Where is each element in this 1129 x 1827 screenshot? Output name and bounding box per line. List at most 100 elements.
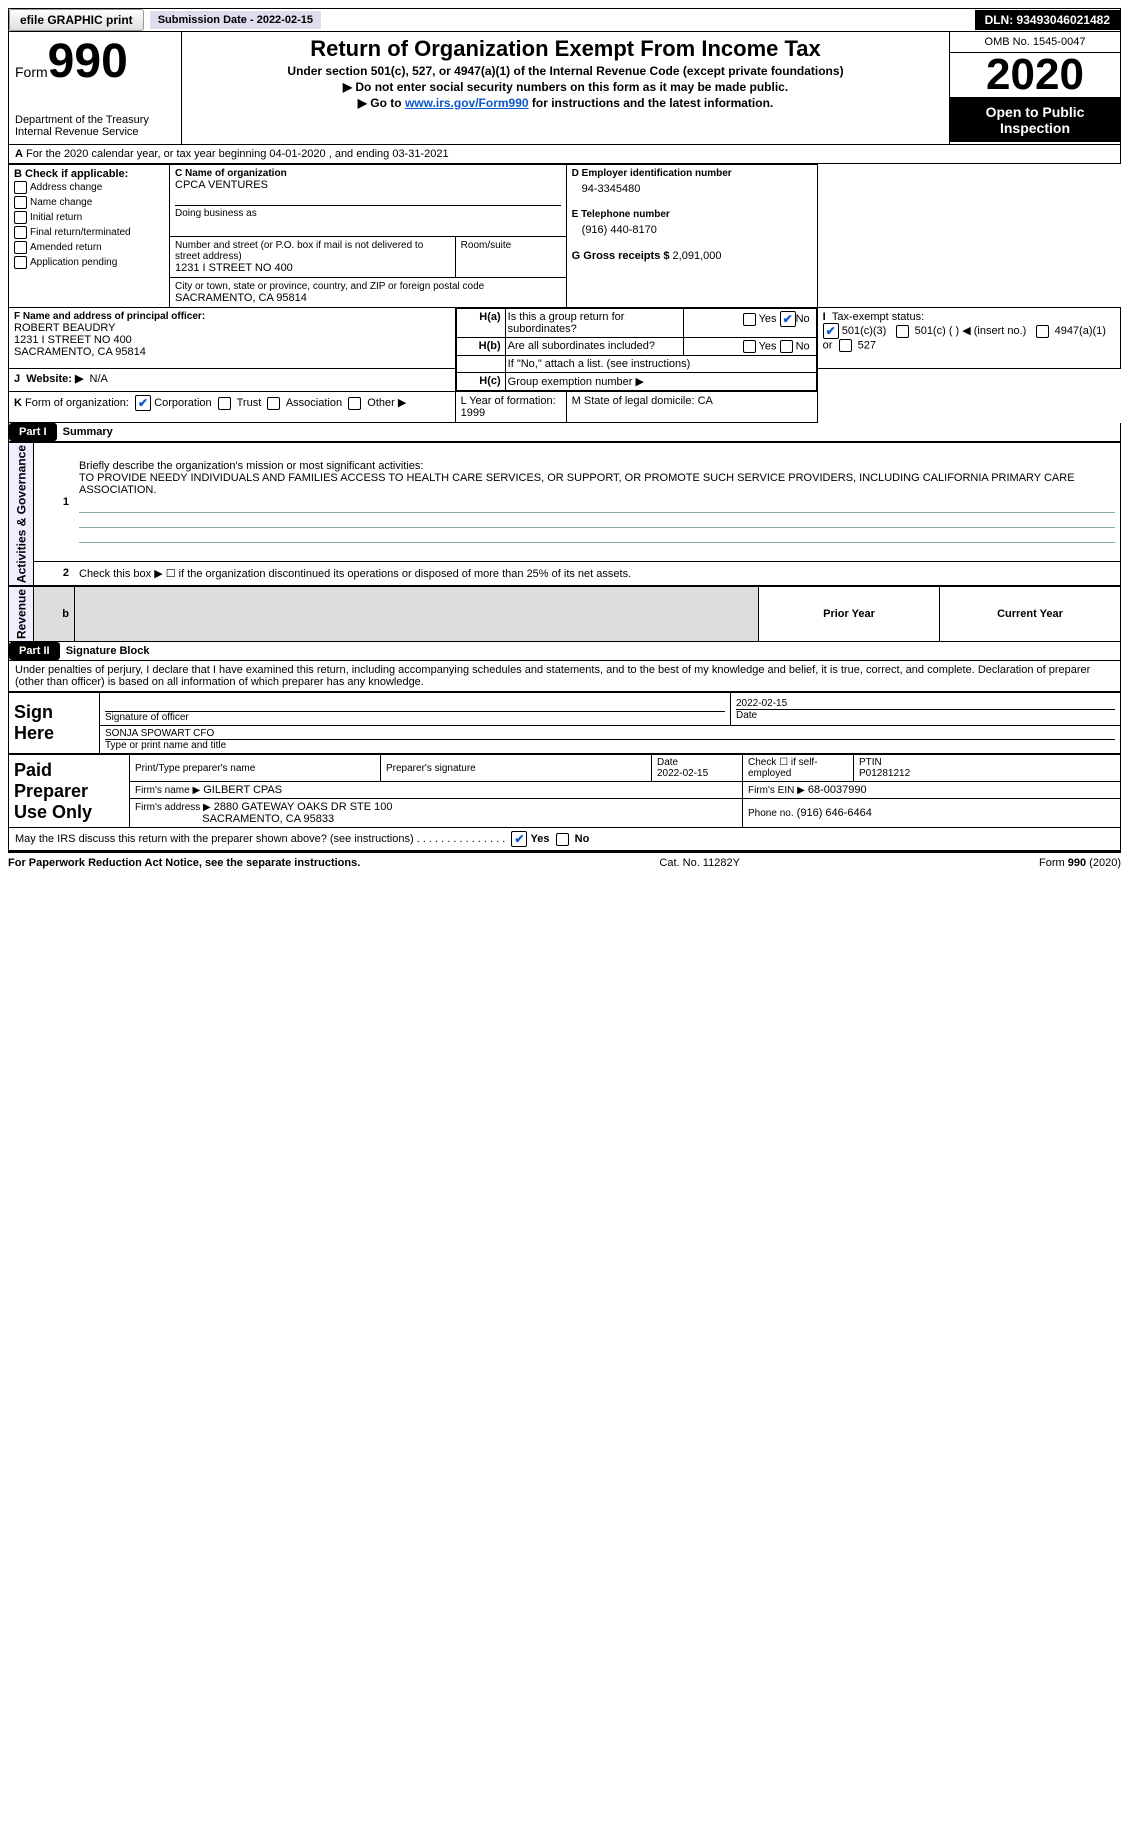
vlabel-revenue: Revenue xyxy=(9,587,34,642)
cb-address-change[interactable] xyxy=(14,181,27,194)
gross-value: 2,091,000 xyxy=(673,250,722,262)
irs-link[interactable]: www.irs.gov/Form990 xyxy=(405,96,529,110)
cb-name-change[interactable] xyxy=(14,196,27,209)
cb-assoc[interactable] xyxy=(267,397,280,410)
subtitle-1: Under section 501(c), 527, or 4947(a)(1)… xyxy=(194,64,937,78)
signature-table: Sign Here Signature of officer 2022-02-1… xyxy=(8,692,1121,754)
gross-label: G Gross receipts $ xyxy=(572,250,670,262)
lbl-amended: Amended return xyxy=(30,242,102,253)
summary-table: Activities & Governance 1 Briefly descri… xyxy=(8,442,1121,586)
goto-prefix: ▶ Go to xyxy=(358,96,405,110)
prep-date-hdr: Date xyxy=(657,757,678,768)
cb-discuss-no[interactable] xyxy=(556,833,569,846)
perjury-declaration: Under penalties of perjury, I declare th… xyxy=(8,661,1121,692)
city-label: City or town, state or province, country… xyxy=(175,281,561,292)
preparer-table: Paid Preparer Use Only Print/Type prepar… xyxy=(8,754,1121,828)
cb-hb-no[interactable] xyxy=(780,340,793,353)
sign-date: 2022-02-15 xyxy=(736,698,1115,709)
open-public-2: Inspection xyxy=(1000,120,1070,136)
subtitle-2: ▶ Do not enter social security numbers o… xyxy=(194,80,937,94)
addr-label: Number and street (or P.O. box if mail i… xyxy=(175,240,450,262)
hc-q: Group exemption number ▶ xyxy=(505,373,816,391)
officer-label: F Name and address of principal officer: xyxy=(14,311,450,322)
hb-note: If "No," attach a list. (see instruction… xyxy=(505,356,816,373)
part1-title: Summary xyxy=(63,426,113,438)
year-formation: L Year of formation: 1999 xyxy=(455,392,566,423)
ha-q1b: subordinates? xyxy=(508,323,577,335)
phone-value: (916) 440-8170 xyxy=(582,224,812,236)
officer-addr1: 1231 I STREET NO 400 xyxy=(14,334,450,346)
org-name: CPCA VENTURES xyxy=(175,179,561,191)
phone-label: E Telephone number xyxy=(572,209,812,220)
prep-date-val: 2022-02-15 xyxy=(657,768,708,779)
street-address: 1231 I STREET NO 400 xyxy=(175,262,450,274)
vlabel-governance: Activities & Governance xyxy=(9,443,34,586)
q1-label: Briefly describe the organization's miss… xyxy=(79,460,423,472)
prep-name-hdr: Print/Type preparer's name xyxy=(130,755,381,782)
hdr-prior: Prior Year xyxy=(759,587,940,642)
lbl-other: Other ▶ xyxy=(367,397,406,409)
form-footer: Form 990 (2020) xyxy=(1039,857,1121,869)
lbl-name-change: Name change xyxy=(30,197,92,208)
lbl-pending: Application pending xyxy=(30,257,117,268)
cb-amended[interactable] xyxy=(14,241,27,254)
state-domicile: M State of legal domicile: CA xyxy=(566,392,817,423)
lbl-corp: Corporation xyxy=(154,397,211,409)
part2-badge: Part II xyxy=(9,642,60,660)
dept-label: Department of the Treasury Internal Reve… xyxy=(15,114,175,138)
part1-badge: Part I xyxy=(9,423,57,441)
box-b: B Check if applicable: Address change Na… xyxy=(9,165,170,308)
firm-ein-val: 68-0037990 xyxy=(808,784,867,796)
cb-501c[interactable] xyxy=(896,325,909,338)
name-title-label: Type or print name and title xyxy=(105,739,1115,751)
city-value: SACRAMENTO, CA 95814 xyxy=(175,292,561,304)
form-title: Return of Organization Exempt From Incom… xyxy=(194,36,937,62)
form-number: 990 xyxy=(48,35,128,88)
cb-527[interactable] xyxy=(839,339,852,352)
identity-table: B Check if applicable: Address change Na… xyxy=(8,164,1121,423)
top-toolbar: efile GRAPHIC print Submission Date - 20… xyxy=(8,8,1121,32)
paid-preparer-label: Paid Preparer Use Only xyxy=(9,755,130,828)
form-word: Form xyxy=(15,64,48,80)
tax-year-range: For the 2020 calendar year, or tax year … xyxy=(26,148,449,160)
suite-label: Room/suite xyxy=(461,240,561,251)
cb-discuss-yes[interactable]: ✔ xyxy=(511,831,527,847)
lbl-address-change: Address change xyxy=(30,182,102,193)
firm-phone-val: (916) 646-6464 xyxy=(797,807,872,819)
ein-value: 94-3345480 xyxy=(582,183,812,195)
cb-pending[interactable] xyxy=(14,256,27,269)
cb-initial[interactable] xyxy=(14,211,27,224)
paperwork-notice: For Paperwork Reduction Act Notice, see … xyxy=(8,857,360,869)
discuss-question: May the IRS discuss this return with the… xyxy=(15,833,505,845)
cb-corp[interactable]: ✔ xyxy=(135,395,151,411)
cb-501c3[interactable]: ✔ xyxy=(823,323,839,339)
cb-ha-no[interactable]: ✔ xyxy=(780,311,796,327)
lbl-assoc: Association xyxy=(286,397,342,409)
website-label: Website: ▶ xyxy=(26,373,83,385)
part2-title: Signature Block xyxy=(66,645,150,657)
cb-ha-yes[interactable] xyxy=(743,313,756,326)
cb-4947[interactable] xyxy=(1036,325,1049,338)
cat-no: Cat. No. 11282Y xyxy=(659,857,740,869)
ein-label: D Employer identification number xyxy=(572,168,812,179)
website-value: N/A xyxy=(90,373,108,385)
submission-date: Submission Date - 2022-02-15 xyxy=(150,11,321,29)
q2-text: Check this box ▶ ☐ if the organization d… xyxy=(74,561,1121,585)
cb-other[interactable] xyxy=(348,397,361,410)
efile-print-button[interactable]: efile GRAPHIC print xyxy=(9,9,144,31)
lbl-no: No xyxy=(575,833,590,845)
cb-hb-yes[interactable] xyxy=(743,340,756,353)
hdr-current: Current Year xyxy=(940,587,1121,642)
officer-addr2: SACRAMENTO, CA 95814 xyxy=(14,346,450,358)
hb-q: Are all subordinates included? xyxy=(508,340,655,352)
dba-label: Doing business as xyxy=(175,205,561,219)
ptin-val: P01281212 xyxy=(859,768,910,779)
tax-status-label: Tax-exempt status: xyxy=(832,311,924,323)
lbl-trust: Trust xyxy=(237,397,262,409)
cb-trust[interactable] xyxy=(218,397,231,410)
firm-addr-lbl: Firm's address ▶ xyxy=(135,802,211,813)
officer-name: ROBERT BEAUDRY xyxy=(14,322,450,334)
cb-final[interactable] xyxy=(14,226,27,239)
sig-officer-label: Signature of officer xyxy=(105,711,725,723)
lbl-501c: 501(c) ( ) ◀ (insert no.) xyxy=(915,325,1027,337)
